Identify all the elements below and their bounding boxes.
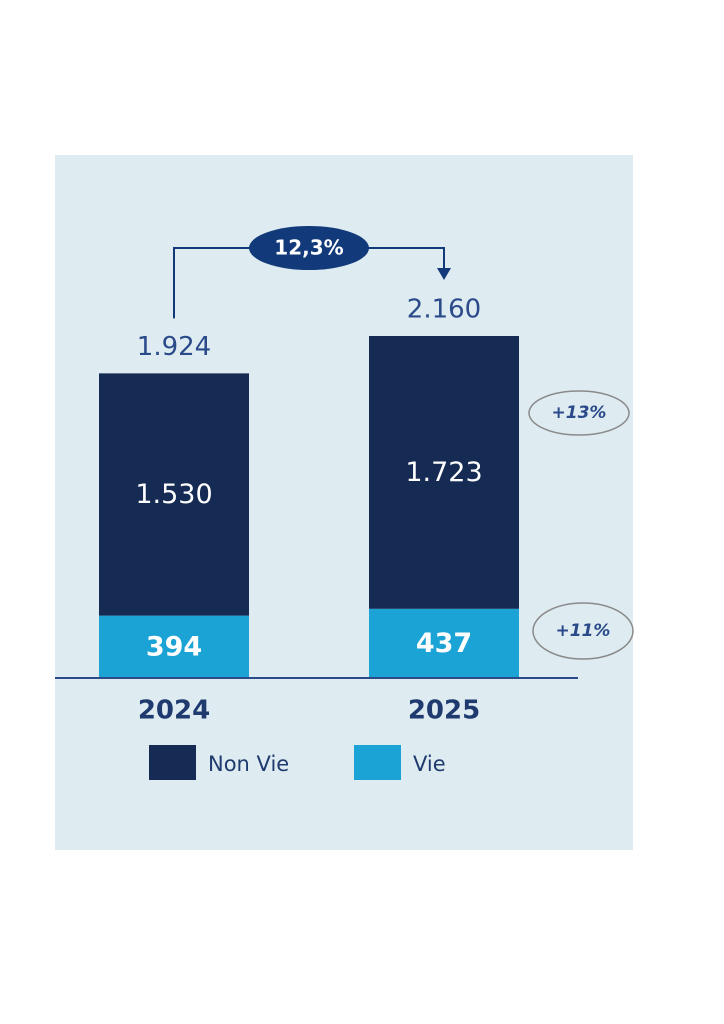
bar-segment <box>99 615 249 678</box>
bar-segment <box>369 336 519 609</box>
data-label: 394 <box>146 631 202 662</box>
growth-badge <box>249 226 369 270</box>
x-tick-label: 2025 <box>408 696 480 726</box>
legend-label: Non Vie <box>208 752 289 776</box>
series-growth: +13% <box>552 403 607 423</box>
legend-label: Vie <box>413 752 446 776</box>
bar-segment <box>99 373 249 616</box>
arrow-head <box>437 268 451 280</box>
data-label: 1.530 <box>135 479 212 510</box>
growth-ellipse <box>532 602 634 660</box>
series-growth: +11% <box>556 621 611 641</box>
data-label: 1.723 <box>405 457 482 488</box>
total-label: 2.160 <box>407 295 481 325</box>
total-label: 1.924 <box>137 332 211 362</box>
growth-label: 12,3% <box>274 236 343 260</box>
legend-swatch <box>354 745 401 780</box>
legend-swatch <box>149 745 196 780</box>
x-tick-label: 2024 <box>138 696 210 726</box>
growth-ellipse <box>528 390 630 436</box>
data-label: 437 <box>416 628 472 659</box>
bar-segment <box>369 608 519 678</box>
